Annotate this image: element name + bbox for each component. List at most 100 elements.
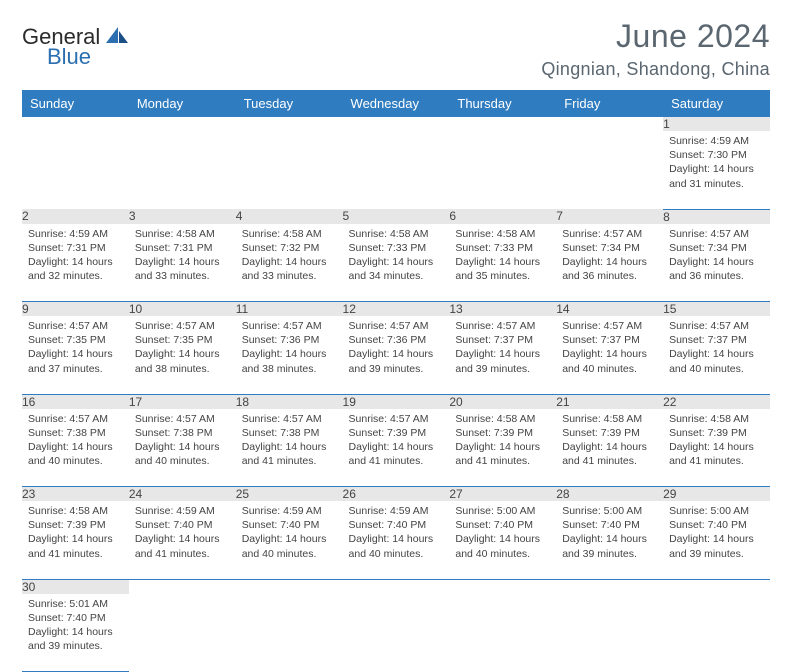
empty-daynum xyxy=(343,579,450,594)
day-cell: Sunrise: 4:57 AMSunset: 7:34 PMDaylight:… xyxy=(556,224,663,302)
day-cell: Sunrise: 4:59 AMSunset: 7:40 PMDaylight:… xyxy=(236,501,343,579)
day-number: 12 xyxy=(343,302,450,317)
day-cell: Sunrise: 4:58 AMSunset: 7:39 PMDaylight:… xyxy=(556,409,663,487)
day-cell: Sunrise: 4:58 AMSunset: 7:33 PMDaylight:… xyxy=(343,224,450,302)
calendar-body: 1Sunrise: 4:59 AMSunset: 7:30 PMDaylight… xyxy=(22,117,770,672)
empty-cell xyxy=(449,594,556,672)
day-content: Sunrise: 4:57 AMSunset: 7:37 PMDaylight:… xyxy=(663,316,770,380)
logo-text-blue: Blue xyxy=(47,44,91,69)
day-cell: Sunrise: 4:59 AMSunset: 7:30 PMDaylight:… xyxy=(663,131,770,209)
empty-daynum xyxy=(129,117,236,131)
day-number: 26 xyxy=(343,487,450,502)
calendar-table: SundayMondayTuesdayWednesdayThursdayFrid… xyxy=(22,90,770,672)
day-number: 20 xyxy=(449,394,556,409)
day-header: Thursday xyxy=(449,90,556,117)
empty-cell xyxy=(236,594,343,672)
day-cell: Sunrise: 4:57 AMSunset: 7:37 PMDaylight:… xyxy=(556,316,663,394)
day-cell: Sunrise: 5:00 AMSunset: 7:40 PMDaylight:… xyxy=(556,501,663,579)
day-cell: Sunrise: 4:57 AMSunset: 7:38 PMDaylight:… xyxy=(236,409,343,487)
empty-cell xyxy=(556,131,663,209)
location: Qingnian, Shandong, China xyxy=(541,59,770,80)
day-number: 21 xyxy=(556,394,663,409)
empty-cell xyxy=(129,594,236,672)
day-content: Sunrise: 4:57 AMSunset: 7:35 PMDaylight:… xyxy=(22,316,129,380)
day-cell: Sunrise: 4:57 AMSunset: 7:39 PMDaylight:… xyxy=(343,409,450,487)
day-number: 16 xyxy=(22,394,129,409)
day-header: Tuesday xyxy=(236,90,343,117)
day-number: 4 xyxy=(236,209,343,224)
day-number: 17 xyxy=(129,394,236,409)
empty-cell xyxy=(556,594,663,672)
day-number: 13 xyxy=(449,302,556,317)
day-content: Sunrise: 5:01 AMSunset: 7:40 PMDaylight:… xyxy=(22,594,129,658)
day-header: Wednesday xyxy=(343,90,450,117)
day-number: 22 xyxy=(663,394,770,409)
title-block: June 2024 Qingnian, Shandong, China xyxy=(541,18,770,80)
logo-text-blue-wrap: Blue xyxy=(47,44,91,70)
empty-cell xyxy=(449,131,556,209)
day-content: Sunrise: 5:00 AMSunset: 7:40 PMDaylight:… xyxy=(449,501,556,565)
day-number: 29 xyxy=(663,487,770,502)
day-cell: Sunrise: 4:57 AMSunset: 7:35 PMDaylight:… xyxy=(129,316,236,394)
day-content: Sunrise: 4:57 AMSunset: 7:38 PMDaylight:… xyxy=(129,409,236,473)
empty-cell xyxy=(343,131,450,209)
day-cell: Sunrise: 4:57 AMSunset: 7:36 PMDaylight:… xyxy=(343,316,450,394)
day-cell: Sunrise: 4:58 AMSunset: 7:39 PMDaylight:… xyxy=(22,501,129,579)
day-number: 9 xyxy=(22,302,129,317)
empty-daynum xyxy=(663,579,770,594)
day-content: Sunrise: 4:58 AMSunset: 7:39 PMDaylight:… xyxy=(663,409,770,473)
empty-cell xyxy=(22,131,129,209)
empty-daynum xyxy=(129,579,236,594)
day-content: Sunrise: 4:57 AMSunset: 7:34 PMDaylight:… xyxy=(556,224,663,288)
day-number: 2 xyxy=(22,209,129,224)
day-number: 11 xyxy=(236,302,343,317)
day-number: 28 xyxy=(556,487,663,502)
day-cell: Sunrise: 4:57 AMSunset: 7:37 PMDaylight:… xyxy=(663,316,770,394)
day-cell: Sunrise: 5:00 AMSunset: 7:40 PMDaylight:… xyxy=(663,501,770,579)
day-number: 10 xyxy=(129,302,236,317)
day-cell: Sunrise: 4:57 AMSunset: 7:36 PMDaylight:… xyxy=(236,316,343,394)
day-cell: Sunrise: 4:57 AMSunset: 7:34 PMDaylight:… xyxy=(663,224,770,302)
day-content: Sunrise: 4:58 AMSunset: 7:33 PMDaylight:… xyxy=(449,224,556,288)
empty-daynum xyxy=(343,117,450,131)
header: General June 2024 Qingnian, Shandong, Ch… xyxy=(22,18,770,80)
day-cell: Sunrise: 5:00 AMSunset: 7:40 PMDaylight:… xyxy=(449,501,556,579)
calendar-head: SundayMondayTuesdayWednesdayThursdayFrid… xyxy=(22,90,770,117)
day-cell: Sunrise: 5:01 AMSunset: 7:40 PMDaylight:… xyxy=(22,594,129,672)
day-header: Sunday xyxy=(22,90,129,117)
day-content: Sunrise: 4:58 AMSunset: 7:32 PMDaylight:… xyxy=(236,224,343,288)
day-content: Sunrise: 4:57 AMSunset: 7:36 PMDaylight:… xyxy=(236,316,343,380)
day-content: Sunrise: 4:57 AMSunset: 7:38 PMDaylight:… xyxy=(22,409,129,473)
day-content: Sunrise: 4:57 AMSunset: 7:39 PMDaylight:… xyxy=(343,409,450,473)
day-cell: Sunrise: 4:59 AMSunset: 7:40 PMDaylight:… xyxy=(129,501,236,579)
day-number: 6 xyxy=(449,209,556,224)
day-content: Sunrise: 5:00 AMSunset: 7:40 PMDaylight:… xyxy=(663,501,770,565)
day-number: 8 xyxy=(663,209,770,224)
day-content: Sunrise: 4:57 AMSunset: 7:35 PMDaylight:… xyxy=(129,316,236,380)
empty-daynum xyxy=(22,117,129,131)
day-number: 27 xyxy=(449,487,556,502)
empty-daynum xyxy=(449,117,556,131)
day-cell: Sunrise: 4:58 AMSunset: 7:32 PMDaylight:… xyxy=(236,224,343,302)
day-content: Sunrise: 4:58 AMSunset: 7:39 PMDaylight:… xyxy=(556,409,663,473)
day-cell: Sunrise: 4:57 AMSunset: 7:35 PMDaylight:… xyxy=(22,316,129,394)
day-content: Sunrise: 4:57 AMSunset: 7:37 PMDaylight:… xyxy=(449,316,556,380)
day-header: Friday xyxy=(556,90,663,117)
empty-daynum xyxy=(236,117,343,131)
day-number: 7 xyxy=(556,209,663,224)
day-number: 3 xyxy=(129,209,236,224)
day-content: Sunrise: 4:59 AMSunset: 7:40 PMDaylight:… xyxy=(129,501,236,565)
empty-daynum xyxy=(556,117,663,131)
day-number: 15 xyxy=(663,302,770,317)
day-number: 5 xyxy=(343,209,450,224)
day-cell: Sunrise: 4:58 AMSunset: 7:39 PMDaylight:… xyxy=(663,409,770,487)
empty-cell xyxy=(343,594,450,672)
empty-cell xyxy=(236,131,343,209)
day-content: Sunrise: 4:57 AMSunset: 7:34 PMDaylight:… xyxy=(663,224,770,288)
day-content: Sunrise: 4:57 AMSunset: 7:38 PMDaylight:… xyxy=(236,409,343,473)
day-content: Sunrise: 4:59 AMSunset: 7:30 PMDaylight:… xyxy=(663,131,770,195)
day-cell: Sunrise: 4:57 AMSunset: 7:37 PMDaylight:… xyxy=(449,316,556,394)
sail-icon xyxy=(104,25,130,50)
day-cell: Sunrise: 4:58 AMSunset: 7:39 PMDaylight:… xyxy=(449,409,556,487)
day-cell: Sunrise: 4:57 AMSunset: 7:38 PMDaylight:… xyxy=(129,409,236,487)
